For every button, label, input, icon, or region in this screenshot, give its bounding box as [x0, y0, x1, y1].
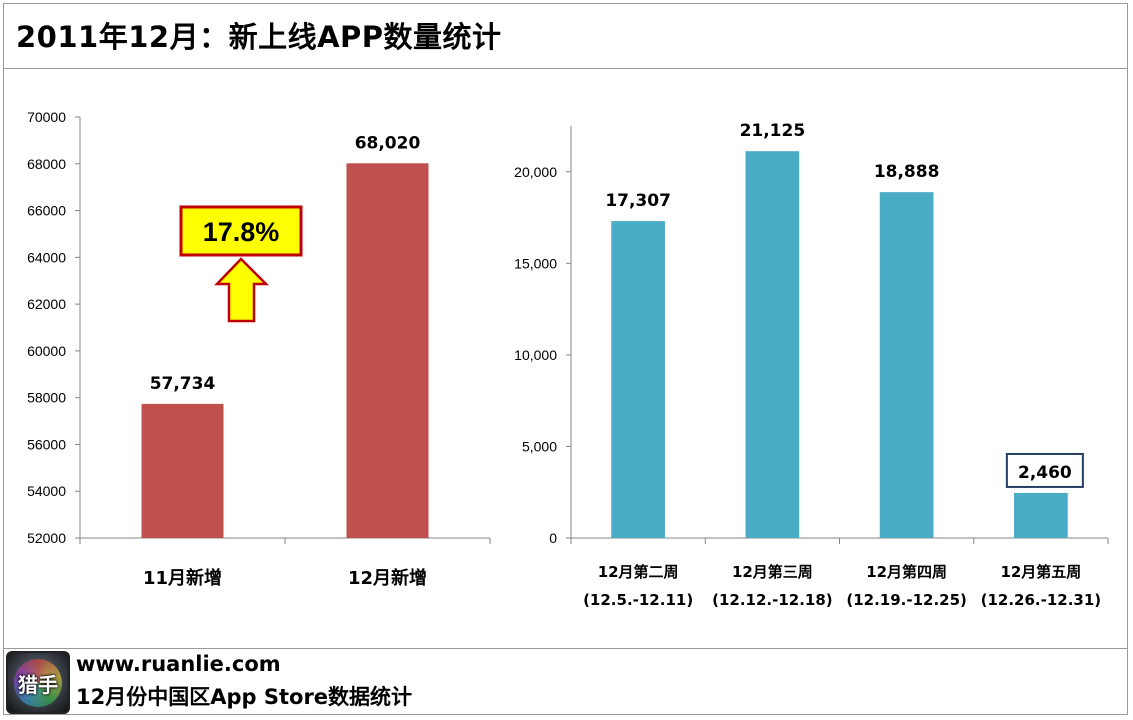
y-tick-label: 70000	[27, 109, 66, 125]
bar	[346, 163, 429, 538]
y-tick-label: 5,000	[522, 438, 557, 454]
bar	[1014, 492, 1068, 538]
y-tick-label: 54000	[27, 483, 66, 499]
category-sublabel: (12.19.-12.25)	[846, 591, 967, 609]
page-title: 2011年12月：新上线APP数量统计	[16, 20, 502, 54]
footer-caption: 12月份中国区App Store数据统计	[76, 685, 413, 709]
bar	[745, 151, 800, 538]
y-tick-label: 0	[549, 530, 557, 546]
category-sublabel: (12.5.-12.11)	[583, 591, 693, 609]
bar	[611, 221, 665, 538]
category-label: 11月新增	[143, 567, 222, 589]
y-tick-label: 20,000	[514, 164, 557, 180]
growth-annotation: 17.8%	[179, 205, 303, 323]
category-label: 12月第三周	[732, 563, 813, 581]
y-tick-label: 52000	[27, 530, 66, 546]
y-tick-label: 56000	[27, 436, 66, 452]
ruanlie-logo: 猎手	[6, 651, 70, 714]
y-tick-label: 58000	[27, 390, 66, 406]
category-label: 12月新增	[348, 567, 427, 589]
y-tick-label: 68000	[27, 156, 66, 172]
y-tick-label: 66000	[27, 203, 66, 219]
y-tick-label: 60000	[27, 343, 66, 359]
y-tick-label: 10,000	[514, 347, 557, 363]
up-arrow-icon	[214, 257, 270, 323]
data-label: 2,460	[1018, 463, 1072, 483]
growth-percent-box	[179, 205, 303, 257]
data-label: 68,020	[355, 133, 421, 153]
category-label: 12月第四周	[866, 563, 947, 581]
bar	[141, 403, 224, 538]
category-sublabel: (12.26.-12.31)	[981, 591, 1102, 609]
data-label: 17,307	[605, 191, 671, 211]
y-tick-label: 15,000	[514, 255, 557, 271]
data-label: 21,125	[740, 121, 806, 141]
monthly-new-apps-chart: 52000 54000 56000 58000 60000 62000 64000 66000…	[27, 109, 491, 589]
logo-ring	[14, 659, 62, 707]
weekly-new-apps-chart: 0 5,000 10,000 15,000 20,000 17,307 12月第二周 (12.…	[514, 121, 1109, 609]
data-label: 18,888	[874, 162, 940, 182]
growth-percent-label: 17.8%	[203, 217, 280, 247]
title-divider	[3, 68, 1128, 69]
chart-frame	[3, 3, 1128, 715]
footer-url[interactable]: www.ruanlie.com	[76, 652, 281, 676]
y-tick-label: 64000	[27, 249, 66, 265]
bar	[879, 192, 934, 538]
data-label-box	[1005, 452, 1084, 488]
y-tick-label: 62000	[27, 296, 66, 312]
category-sublabel: (12.12.-12.18)	[712, 591, 833, 609]
logo-text: 猎手	[18, 673, 58, 697]
footer-divider	[3, 648, 1128, 649]
category-label: 12月第五周	[1000, 563, 1081, 581]
category-label: 12月第二周	[598, 563, 679, 581]
data-label: 57,734	[150, 374, 216, 394]
